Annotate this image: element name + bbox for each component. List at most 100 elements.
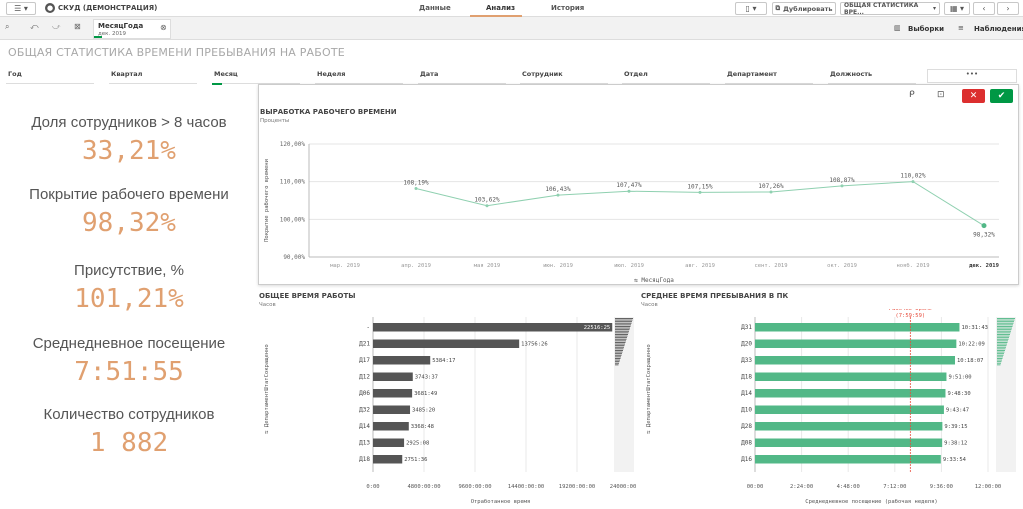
scrollbar-mini-bar <box>997 343 1007 345</box>
scrollbar-mini-bar <box>615 332 629 334</box>
scrollbar-mini-bar <box>997 356 1003 358</box>
y-tick-label: Д13 <box>359 440 370 447</box>
tab-analysis[interactable]: Анализ <box>486 4 516 12</box>
scrollbar-mini-bar <box>615 364 619 366</box>
y-tick-label: Д08 <box>741 440 752 447</box>
step-back-icon[interactable]: ⤺ <box>30 22 39 31</box>
x-tick-label: 2:24:00 <box>790 484 813 490</box>
scrollbar-mini-bar <box>997 345 1007 347</box>
prev-sheet-button[interactable]: ‹ <box>973 2 995 15</box>
y-axis-label: ⇆ ДепартаментШтатСокращенно <box>264 344 270 433</box>
chevron-left-icon: ‹ <box>982 4 986 13</box>
y-tick-label: Д10 <box>741 407 752 414</box>
bar <box>373 422 409 431</box>
bookmark-button[interactable]: ▯ ▾ <box>735 2 767 15</box>
sheet-dropdown[interactable]: ОБЩАЯ СТАТИСТИКА ВРЕ... ▾ <box>840 2 940 16</box>
filter-label: Департамент <box>727 70 777 78</box>
main-menu-button[interactable]: ☰ ▾ <box>6 2 36 15</box>
x-tick-label: нояб. 2019 <box>896 262 929 269</box>
scrollbar-mini-bar <box>997 318 1015 319</box>
data-label: 22516:25 <box>584 325 611 331</box>
filter-quarter[interactable]: Квартал <box>109 70 197 84</box>
lasso-icon[interactable]: ᑭ <box>909 90 915 100</box>
avg-time-chart[interactable]: 00:00 2:24:00 4:48:00 7:12:00 9:36:00 12:00:0… <box>640 309 1020 509</box>
step-forward-icon[interactable]: ⤻ <box>52 22 61 31</box>
filter-week[interactable]: Неделя <box>315 70 403 84</box>
clear-selections-icon[interactable]: ⊠ <box>74 22 81 31</box>
tab-history[interactable]: История <box>551 4 585 12</box>
filter-date[interactable]: Дата <box>418 70 506 84</box>
clear-chip-icon[interactable]: ⊗ <box>160 23 167 32</box>
scrollbar-mini-bar <box>615 356 621 358</box>
data-point <box>414 186 418 190</box>
bar2-subtitle: Часов <box>641 302 658 308</box>
scrollbar-mini-bar <box>997 326 1013 327</box>
data-point <box>485 204 489 208</box>
app-name: СКУД (ДЕМОНСТРАЦИЯ) <box>58 4 158 12</box>
bar <box>373 372 413 381</box>
scrollbar-mini-bar <box>615 327 630 329</box>
data-label: 9:48:30 <box>947 391 970 397</box>
bar1-title: ОБЩЕЕ ВРЕМЯ РАБОТЫ <box>259 292 356 300</box>
scrollbar-mini-bar <box>615 361 620 363</box>
scrollbar-mini-bar <box>615 334 628 335</box>
scrollbar-mini-bar <box>997 359 1002 361</box>
duplicate-button[interactable]: ⧉ Дублировать <box>772 2 836 15</box>
line-chart[interactable]: 120,00% 110,00% 100,00% 90,00% Покрытие рабо… <box>259 124 1018 284</box>
scrollbar-mini-bar <box>997 332 1011 334</box>
tab-data[interactable]: Данные <box>419 4 451 12</box>
y-tick-label: 90,00% <box>283 254 305 261</box>
scrollbar-mini-bar <box>615 358 621 359</box>
kpi-label-share-8h: Доля сотрудников > 8 часов <box>31 114 227 131</box>
bar <box>373 323 613 332</box>
chevron-down-icon: ▾ <box>932 5 936 12</box>
data-label: 10:22:09 <box>958 342 985 348</box>
x-tick-label: 19200:00:00 <box>559 484 595 490</box>
hamburger-icon: ☰ ▾ <box>14 4 28 13</box>
filter-position[interactable]: Должность <box>828 70 916 84</box>
sheet-list-button[interactable]: ▦ ▾ <box>944 2 970 15</box>
avg-time-panel: СРЕДНЕЕ ВРЕМЯ ПРЕБЫВАНИЯ В ПК Часов 00:0… <box>640 290 1020 509</box>
chevron-right-icon: › <box>1006 4 1010 13</box>
scrollbar-mini-bar <box>997 338 1009 340</box>
duplicate-icon: ⧉ <box>775 4 781 12</box>
observations-label[interactable]: Наблюдения <box>974 25 1023 33</box>
next-sheet-button[interactable]: › <box>997 2 1019 15</box>
selections-label[interactable]: Выборки <box>908 25 945 33</box>
data-label: 107,26% <box>758 183 784 190</box>
scrollbar-mini-bar <box>615 322 632 324</box>
x-tick-label: авг. 2019 <box>685 263 715 269</box>
smart-search-icon[interactable]: ⌕ <box>5 22 10 31</box>
scrollbar-mini-bar <box>615 348 624 350</box>
chart-scrollbar <box>614 317 634 472</box>
data-label: 107,47% <box>616 182 642 189</box>
filter-month[interactable]: Месяц <box>212 70 300 85</box>
scrollbar-mini-bar <box>615 321 632 323</box>
cancel-selection-button[interactable]: ✕ <box>962 89 985 103</box>
x-tick-label: 9:36:00 <box>930 484 953 490</box>
confirm-selection-button[interactable]: ✔ <box>990 89 1013 103</box>
kpi-label-avg-attendance: Среднедневное посещение <box>32 335 226 352</box>
y-tick-label: Д32 <box>359 407 370 414</box>
scrollbar-mini-bar <box>997 340 1008 342</box>
selection-chip-value: дек. 2019 <box>98 31 127 37</box>
filter-label: Год <box>8 70 22 78</box>
data-label: 103,62% <box>474 197 500 204</box>
kpi-value-coverage: 98,32% <box>82 208 176 238</box>
y-tick-label: 120,00% <box>280 141 306 148</box>
bar2-title: СРЕДНЕЕ ВРЕМЯ ПРЕБЫВАНИЯ В ПК <box>641 292 789 300</box>
filter-division[interactable]: Отдел <box>622 70 710 84</box>
filters-more-button[interactable]: ••• <box>927 69 1017 83</box>
total-work-time-chart[interactable]: 0:00 4800:00:00 9600:00:00 14400:00:00 19200… <box>258 309 636 509</box>
selections-bar: ⌕ ⤺ ⤻ ⊠ Выборки ▥ Наблюдения ≡ <box>0 17 1023 40</box>
selection-chip[interactable]: МесяцГода дек. 2019 ⊗ <box>93 19 171 39</box>
scrollbar-mini-bar <box>997 321 1014 323</box>
filter-year[interactable]: Год <box>6 70 94 84</box>
filter-department[interactable]: Департамент <box>725 70 813 84</box>
filter-employee[interactable]: Сотрудник <box>520 70 608 84</box>
scrollbar-mini-bar <box>997 354 1004 356</box>
scrollbar-mini-bar <box>615 343 625 345</box>
data-point <box>840 184 844 188</box>
x-axis-label: ⇆ МесяцГода <box>634 277 674 284</box>
selection-tools-icon[interactable]: ⊡ <box>937 90 945 100</box>
